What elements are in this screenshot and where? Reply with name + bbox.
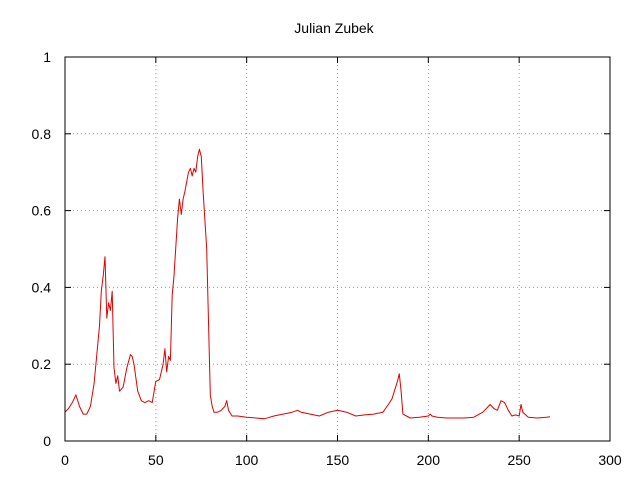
y-tick-label: 0.4 [32, 279, 52, 295]
chart-title: Julian Zubek [294, 20, 374, 36]
grid-lines [65, 57, 610, 441]
y-tick-label: 0.6 [32, 203, 52, 219]
x-tick-label: 0 [61, 452, 69, 468]
x-tick-label: 100 [235, 452, 259, 468]
x-tick-label: 50 [148, 452, 164, 468]
x-tick-label: 250 [507, 452, 531, 468]
tick-labels: 0 50 100 150 200 250 300 0 0.2 0.4 0.6 0.8 1 [32, 49, 622, 468]
x-tick-label: 200 [417, 452, 441, 468]
y-tick-label: 0.2 [32, 356, 52, 372]
plot-frame [64, 56, 611, 442]
series-group [64, 148, 551, 420]
series-line [64, 148, 551, 420]
y-tick-label: 1 [43, 49, 51, 65]
x-tick-label: 300 [598, 452, 622, 468]
y-tick-label: 0.8 [32, 126, 52, 142]
y-tick-label: 0 [43, 433, 51, 449]
x-tick-label: 150 [326, 452, 350, 468]
